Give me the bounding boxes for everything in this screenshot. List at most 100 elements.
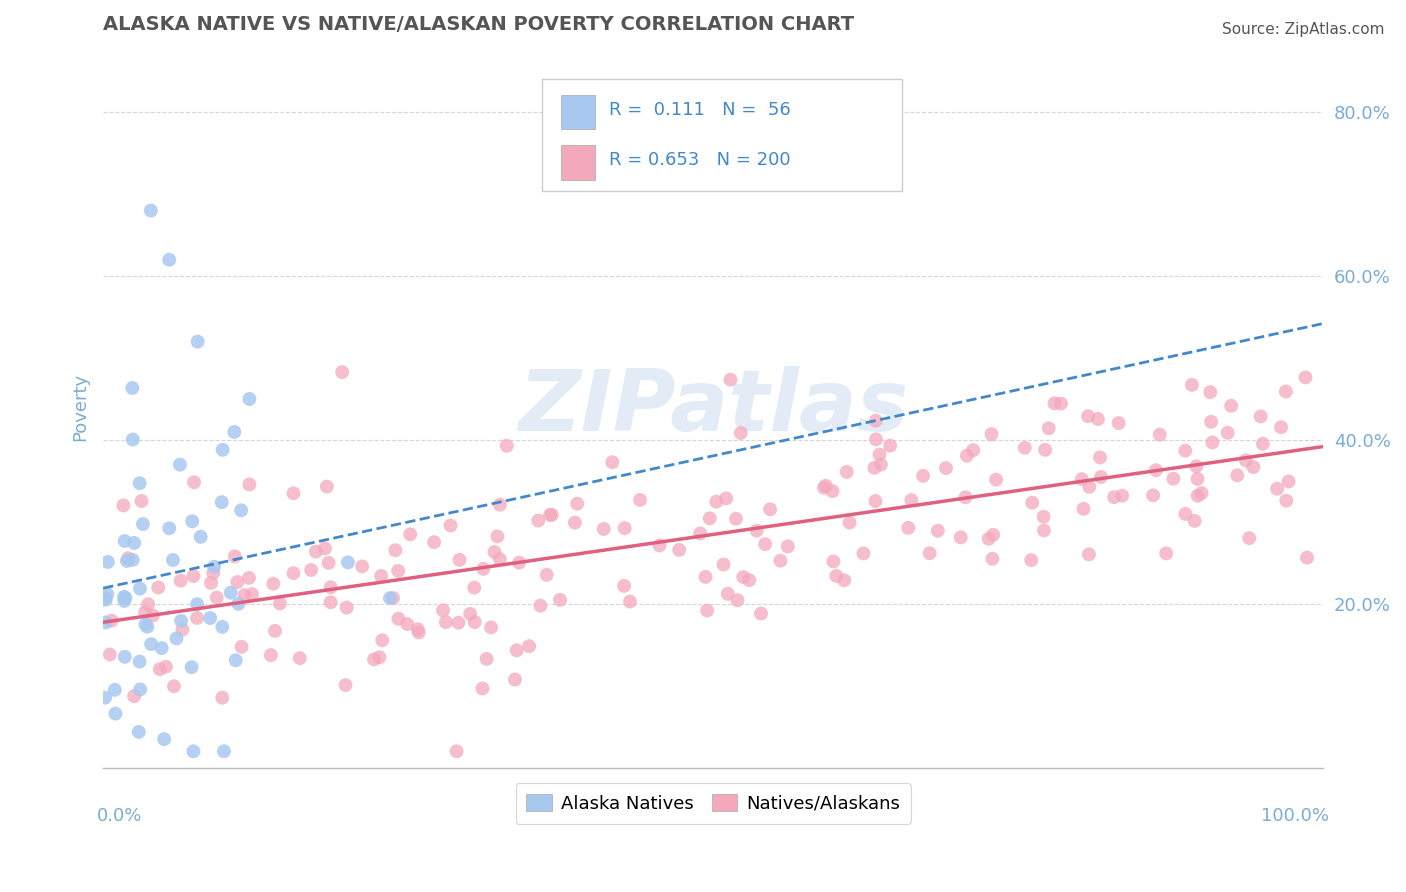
Point <box>122 689 145 703</box>
Point <box>446 744 468 758</box>
Point <box>1033 524 1056 538</box>
Point <box>363 652 385 666</box>
Point <box>150 641 173 656</box>
Point <box>1174 443 1197 458</box>
Point <box>439 518 461 533</box>
Point <box>695 570 717 584</box>
Point <box>1050 396 1073 410</box>
Point <box>879 439 901 453</box>
Point <box>1163 472 1185 486</box>
Point <box>567 497 589 511</box>
Point <box>112 590 135 604</box>
Point <box>1032 509 1054 524</box>
Point <box>112 499 135 513</box>
Point <box>1149 427 1171 442</box>
Point <box>228 597 250 611</box>
Point <box>1187 489 1209 503</box>
Point <box>1296 550 1319 565</box>
Point <box>1090 470 1112 484</box>
Y-axis label: Poverty: Poverty <box>72 373 89 442</box>
Text: ALASKA NATIVE VS NATIVE/ALASKAN POVERTY CORRELATION CHART: ALASKA NATIVE VS NATIVE/ALASKAN POVERTY … <box>103 15 855 34</box>
Point <box>139 203 162 218</box>
Point <box>129 582 152 596</box>
Text: ZIPatlas: ZIPatlas <box>517 366 908 449</box>
Point <box>335 678 357 692</box>
Point <box>463 581 485 595</box>
Text: Source: ZipAtlas.com: Source: ZipAtlas.com <box>1222 22 1385 37</box>
Point <box>776 540 799 554</box>
Point <box>935 461 957 475</box>
Point <box>720 373 742 387</box>
Point <box>865 433 887 447</box>
Point <box>169 458 191 472</box>
Point <box>330 365 353 379</box>
Point <box>1275 493 1298 508</box>
Point <box>142 608 165 623</box>
Point <box>602 455 624 469</box>
Point <box>1250 409 1272 424</box>
Point <box>202 566 225 580</box>
Point <box>727 593 749 607</box>
Point <box>897 521 920 535</box>
Point <box>592 522 614 536</box>
Point <box>136 620 159 634</box>
Point <box>769 554 792 568</box>
Point <box>696 604 718 618</box>
Point <box>529 599 551 613</box>
Point <box>115 554 138 568</box>
Point <box>382 591 405 605</box>
Text: R =  0.111   N =  56: R = 0.111 N = 56 <box>609 102 792 120</box>
Point <box>927 524 949 538</box>
Point <box>408 625 430 640</box>
Point <box>162 553 184 567</box>
Point <box>1270 420 1292 434</box>
Point <box>1237 531 1260 545</box>
Legend: Alaska Natives, Natives/Alaskans: Alaska Natives, Natives/Alaskans <box>516 783 911 823</box>
Point <box>1073 501 1095 516</box>
Point <box>1226 468 1249 483</box>
Point <box>870 458 893 472</box>
Point <box>1185 459 1208 474</box>
Point <box>835 465 858 479</box>
FancyBboxPatch shape <box>561 145 595 179</box>
Point <box>122 536 145 550</box>
Point <box>704 494 727 508</box>
Point <box>211 495 233 509</box>
Point <box>264 624 287 638</box>
Point <box>299 563 322 577</box>
Point <box>172 623 194 637</box>
Point <box>724 512 747 526</box>
Text: R = 0.653   N = 200: R = 0.653 N = 200 <box>609 151 792 169</box>
Point <box>1181 377 1204 392</box>
Point <box>730 425 752 440</box>
Point <box>1277 475 1299 489</box>
Point <box>129 682 152 697</box>
Point <box>238 477 260 491</box>
Point <box>238 571 260 585</box>
Point <box>305 544 328 558</box>
Point <box>1070 472 1092 486</box>
Point <box>100 614 122 628</box>
Point <box>1021 496 1043 510</box>
Point <box>121 553 143 567</box>
Point <box>503 673 526 687</box>
Point <box>94 591 117 606</box>
Point <box>134 605 156 619</box>
Point <box>1088 450 1111 465</box>
Point <box>447 615 470 630</box>
Point <box>471 681 494 696</box>
Point <box>458 607 481 621</box>
Point <box>432 603 454 617</box>
Point <box>112 594 135 608</box>
Text: 100.0%: 100.0% <box>1261 807 1329 825</box>
Point <box>148 581 170 595</box>
Point <box>540 508 562 522</box>
Point <box>319 580 342 594</box>
Point <box>157 521 180 535</box>
Point <box>134 617 156 632</box>
Point <box>233 588 256 602</box>
Point <box>187 334 209 349</box>
Point <box>1038 421 1060 435</box>
Point <box>548 593 571 607</box>
Point <box>183 569 205 583</box>
